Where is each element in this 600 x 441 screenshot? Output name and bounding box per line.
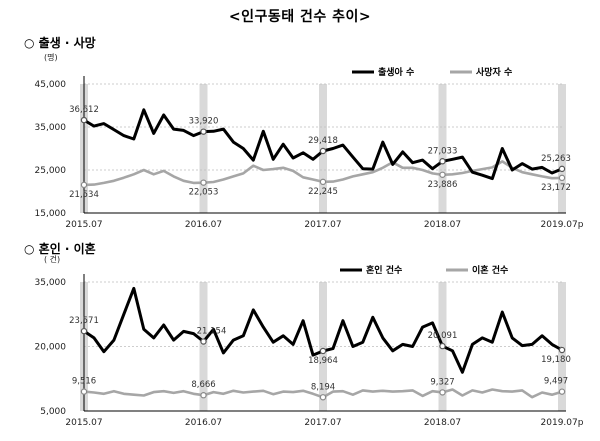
chart-2-y-tick-label: 5,000: [40, 407, 66, 417]
chart-2-legend-label: 이혼 건수: [472, 264, 508, 276]
chart-1-point-marker: [200, 128, 207, 135]
chart-1-point-marker: [80, 181, 88, 189]
chart-1-point-marker: [200, 179, 207, 186]
chart-1-x-tick-label: 2019.07p: [541, 220, 584, 230]
chart-2-legend-label: 혼인 건수: [366, 264, 402, 276]
chart-1-x-tick-label: 2016.07: [185, 220, 222, 230]
chart-1-y-tick-label: 35,000: [35, 123, 67, 133]
chart-1-data-label: 23,172: [541, 183, 571, 193]
chart-2-y-tick-label: 20,000: [35, 343, 67, 353]
chart-1-point-marker: [439, 171, 446, 178]
chart-2-point-marker: [319, 394, 327, 401]
chart-2-data-label: 19,180: [541, 355, 571, 365]
chart-2-x-tick-label: 2015.07: [65, 418, 102, 428]
chart-1-point-marker: [80, 116, 88, 124]
chart-2-data-label: 8,194: [311, 382, 335, 392]
chart-2-x-tick-label: 2017.07: [304, 418, 341, 428]
chart-2-data-label: 21,154: [197, 327, 227, 337]
chart-1-data-label: 27,033: [428, 146, 458, 156]
chart-1-data-label: 29,418: [308, 136, 338, 146]
chart-1-data-label: 22,245: [308, 187, 338, 197]
chart-1-y-tick-label: 15,000: [35, 209, 67, 219]
chart-1-data-label: 22,053: [189, 188, 219, 198]
chart-2-point-marker: [558, 388, 566, 395]
chart-2-data-label: 20,091: [428, 331, 458, 341]
chart-2-y-unit: ( 건): [44, 254, 60, 264]
chart-2-point-marker: [200, 338, 207, 345]
chart-1-legend-label: 사망자 수: [476, 66, 512, 78]
chart-1-point-marker: [558, 165, 566, 173]
chart-1-data-label: 25,263: [541, 154, 571, 164]
chart-1-legend-label: 출생아 수: [378, 66, 414, 78]
chart-1-point-marker: [319, 178, 327, 186]
chart-1-point-marker: [558, 174, 566, 182]
chart-2-data-label: 9,516: [72, 377, 96, 387]
chart-2-y-tick-label: 35,000: [35, 278, 67, 288]
chart-2-point-marker: [80, 327, 88, 335]
chart-2-point-marker: [200, 392, 207, 399]
chart-1-data-label: 33,920: [189, 117, 219, 127]
chart-1-y-tick-label: 45,000: [35, 80, 67, 90]
chart-1-x-tick-label: 2015.07: [65, 220, 102, 230]
chart-2-x-tick-label: 2019.07p: [541, 418, 584, 428]
chart-1-x-tick-label: 2017.07: [304, 220, 341, 230]
section-title-marriage-divorce: ○ 혼인 · 이혼: [24, 242, 96, 256]
chart-1-july-band: [558, 84, 566, 213]
chart-2-july-band: [199, 282, 208, 411]
chart-1-july-band: [199, 84, 208, 213]
chart-1-x-tick-label: 2018.07: [424, 220, 461, 230]
chart-1-data-label: 21,534: [69, 190, 99, 200]
chart-1-data-label: 23,886: [428, 180, 458, 190]
chart-2-point-marker: [319, 347, 327, 355]
chart-2-point-marker: [439, 389, 446, 396]
chart-1-y-unit: (명): [44, 52, 58, 62]
chart-1-point-marker: [319, 147, 327, 155]
chart-1-y-tick-label: 25,000: [35, 166, 67, 176]
page-title: <인구동태 건수 추이>: [228, 9, 372, 25]
chart-2-data-label: 18,964: [308, 356, 338, 366]
chart-1-point-marker: [439, 158, 446, 165]
chart-1-july-band: [438, 84, 447, 213]
chart-2-x-tick-label: 2018.07: [424, 418, 461, 428]
chart-1-data-label: 36,612: [69, 105, 99, 115]
chart-2-data-label: 9,327: [430, 377, 454, 387]
chart-2-point-marker: [80, 388, 88, 395]
chart-2-data-label: 8,666: [191, 380, 215, 390]
chart-2-x-tick-label: 2016.07: [185, 418, 222, 428]
chart-2-july-band: [319, 282, 327, 411]
chart-2-data-label: 23,571: [69, 316, 99, 326]
chart-2-data-label: 9,497: [544, 377, 568, 387]
section-title-birth-death: ○ 출생 · 사망: [24, 36, 96, 50]
chart-2-point-marker: [439, 342, 446, 350]
chart-2-point-marker: [558, 346, 566, 354]
